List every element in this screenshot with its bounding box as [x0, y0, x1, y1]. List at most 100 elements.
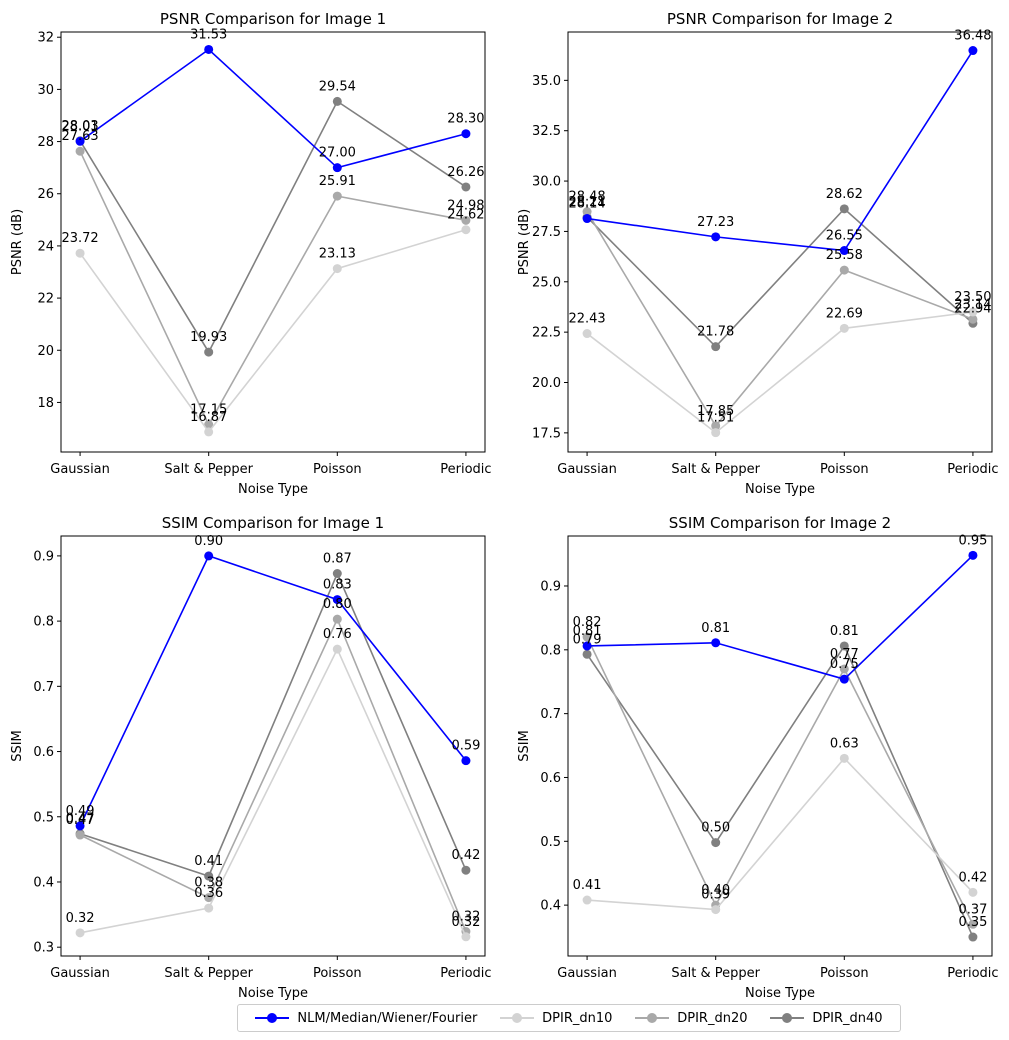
y-tick-label: 0.4	[540, 899, 561, 914]
data-point	[332, 191, 342, 201]
series-dpir-dn40	[582, 641, 978, 942]
series-dpir-dn20	[582, 632, 978, 929]
data-point	[332, 595, 342, 605]
data-label: 0.47	[66, 812, 95, 827]
data-label: 27.63	[61, 129, 98, 144]
series-dpir-dn10	[582, 307, 978, 438]
data-label: 0.40	[701, 883, 730, 898]
data-point	[332, 569, 342, 578]
data-label: 0.90	[194, 534, 223, 549]
data-label: 0.39	[701, 888, 730, 903]
data-point	[204, 871, 214, 881]
data-label: 0.81	[830, 624, 859, 639]
data-point	[332, 644, 342, 654]
series-dpir-dn20	[582, 207, 978, 431]
legend-label-nlm: NLM/Median/Wiener/Fourier	[297, 1010, 478, 1026]
x-axis-label: Noise Type	[745, 482, 815, 497]
data-label: 16.87	[190, 410, 227, 425]
y-tick-label: 17.5	[532, 426, 561, 441]
data-point	[204, 427, 214, 437]
legend-item-nlm: NLM/Median/Wiener/Fourier	[255, 1011, 477, 1026]
data-label: 19.93	[190, 330, 227, 345]
data-label: 31.53	[190, 27, 227, 42]
data-label: 0.36	[194, 886, 223, 901]
series-line-dpir-dn40	[586, 207, 974, 348]
data-label: 0.82	[573, 615, 602, 630]
data-point	[711, 342, 721, 352]
data-label: 0.81	[701, 621, 730, 636]
y-tick-label: 35.0	[532, 74, 561, 89]
data-point	[582, 649, 592, 659]
data-point	[332, 96, 342, 106]
y-tick-label: 0.6	[33, 745, 54, 760]
y-tick-label: 22	[37, 292, 54, 307]
data-label: 17.15	[190, 403, 227, 418]
x-axis-label: Noise Type	[745, 986, 815, 1000]
series-line-nlm	[586, 50, 974, 252]
plot-frame	[60, 535, 486, 957]
data-point	[582, 214, 592, 224]
chart-ssim-image-1: SSIM Comparison for Image 1 Gaussian Salt …	[10, 514, 492, 1000]
x-tick-label: Poisson	[820, 966, 869, 981]
chart-psnr-image-1: PSNR Comparison for Image 1 Gaussian Salt …	[10, 10, 492, 497]
data-label: 23.50	[954, 290, 991, 305]
y-tick-label: 24	[37, 239, 54, 254]
legend-item-dpir-dn10: DPIR_dn10	[500, 1011, 612, 1026]
plot-frame	[567, 31, 993, 453]
series-dpir-dn10	[582, 753, 978, 915]
chart-ssim-image-2: SSIM Comparison for Image 2 Gaussian Salt …	[517, 514, 999, 1000]
series-line-dpir-dn10	[79, 228, 467, 434]
data-point	[75, 821, 85, 831]
data-point	[968, 307, 978, 317]
series-line-dpir-dn10	[79, 647, 467, 938]
data-point	[461, 129, 471, 139]
x-tick-label: Gaussian	[50, 966, 110, 981]
data-label: 22.94	[954, 301, 991, 316]
y-tick-label: 25.0	[532, 275, 561, 290]
data-point	[204, 420, 214, 430]
series-line-dpir-dn10	[586, 311, 974, 434]
data-point	[582, 207, 592, 217]
legend-item-dpir-dn40: DPIR_dn40	[770, 1010, 883, 1026]
y-tick-label: 0.7	[540, 707, 561, 722]
y-tick-label: 20	[37, 344, 54, 359]
data-point	[711, 838, 721, 848]
legend-label-dpir-dn40: DPIR_dn40	[812, 1010, 883, 1026]
data-label: 23.72	[61, 231, 98, 246]
y-tick-label: 0.9	[33, 549, 54, 564]
y-tick-label: 32.5	[532, 124, 561, 139]
y-tick-label: 0.8	[33, 615, 54, 630]
data-point	[204, 893, 214, 903]
data-point	[582, 329, 592, 339]
y-tick-label: 0.5	[33, 810, 54, 825]
data-label: 0.83	[323, 578, 352, 593]
data-label: 36.48	[954, 29, 991, 44]
legend-swatch-dpir-dn20	[635, 1012, 670, 1024]
data-point	[711, 421, 721, 431]
x-tick-label: Poisson	[820, 462, 869, 477]
data-label: 0.49	[66, 804, 95, 819]
y-tick-label: 18	[37, 396, 54, 411]
data-point	[75, 248, 85, 258]
y-tick-label: 0.7	[33, 680, 54, 695]
data-point	[968, 887, 978, 897]
data-point	[582, 632, 592, 642]
data-label: 28.01	[61, 119, 98, 134]
data-point	[839, 265, 849, 275]
data-label: 0.80	[323, 597, 352, 612]
series-nlm	[582, 46, 978, 256]
data-label: 21.78	[697, 325, 734, 340]
y-tick-label: 0.8	[540, 643, 561, 658]
data-label: 0.41	[194, 854, 223, 869]
series-dpir-dn20	[75, 146, 471, 430]
data-label: 0.59	[451, 739, 480, 754]
data-label: 0.32	[66, 911, 95, 926]
legend-swatch-dpir-dn10	[500, 1012, 535, 1024]
x-tick-label: Gaussian	[50, 462, 110, 477]
data-point	[75, 928, 85, 938]
data-point	[75, 146, 85, 156]
series-line-dpir-dn20	[586, 211, 974, 428]
legend: NLM/Median/Wiener/Fourier DPIR_dn10 DPIR…	[237, 1004, 901, 1032]
series-nlm	[75, 551, 471, 831]
data-point	[461, 225, 471, 235]
